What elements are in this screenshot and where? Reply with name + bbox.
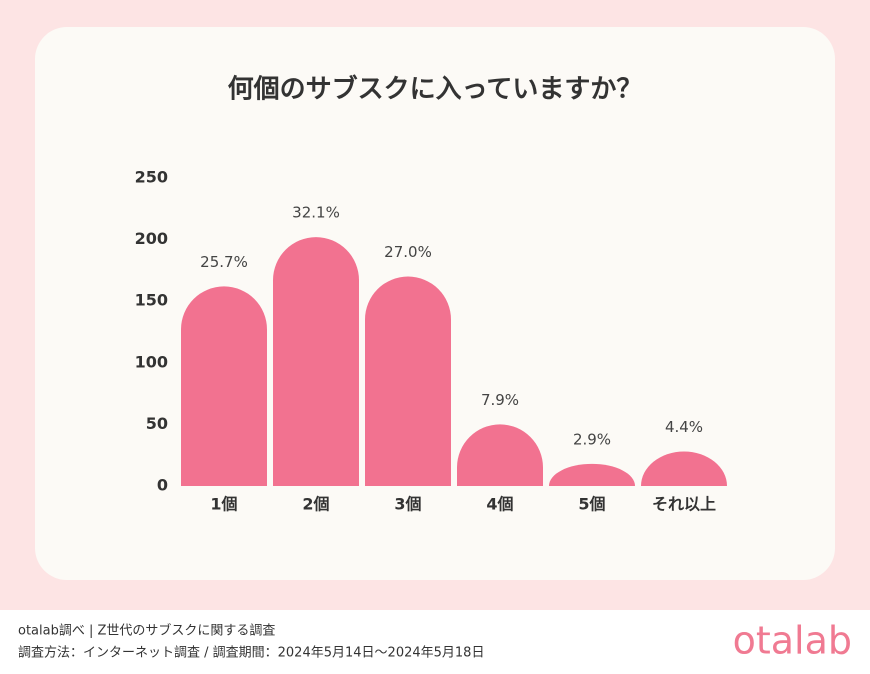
data-label: 32.1%: [292, 204, 340, 222]
x-tick-label: 4個: [486, 495, 513, 514]
bar: [549, 463, 635, 486]
data-label: 25.7%: [200, 253, 248, 271]
x-tick-label: それ以上: [652, 495, 716, 514]
method-note: 調査方法：インターネット調査 / 調査期間：2024年5月14日〜2024年5月…: [18, 645, 484, 661]
bar: [181, 286, 267, 486]
source-note: otalab調べ | Z世代のサブスクに関する調査: [18, 623, 275, 639]
x-tick-label: 1個: [210, 495, 237, 514]
y-tick-label: 100: [135, 352, 168, 371]
chart-title: 何個のサブスクに入っていますか？: [228, 74, 643, 105]
bar: [641, 451, 727, 486]
data-label: 4.4%: [665, 418, 703, 436]
x-tick-label: 2個: [302, 495, 329, 514]
data-label: 7.9%: [481, 391, 519, 409]
y-tick-label: 250: [135, 168, 168, 187]
bar: [365, 276, 451, 486]
y-tick-label: 0: [157, 476, 168, 495]
y-tick-label: 200: [135, 229, 168, 248]
bar: [273, 237, 359, 486]
x-tick-label: 5個: [578, 495, 605, 514]
x-tick-label: 3個: [394, 495, 421, 514]
bar: [457, 424, 543, 486]
y-tick-label: 150: [135, 291, 168, 310]
data-label: 27.0%: [384, 243, 432, 261]
footer-background: [0, 610, 870, 670]
y-tick-label: 50: [146, 414, 168, 433]
logo: otalab: [733, 619, 852, 663]
data-label: 2.9%: [573, 430, 611, 448]
